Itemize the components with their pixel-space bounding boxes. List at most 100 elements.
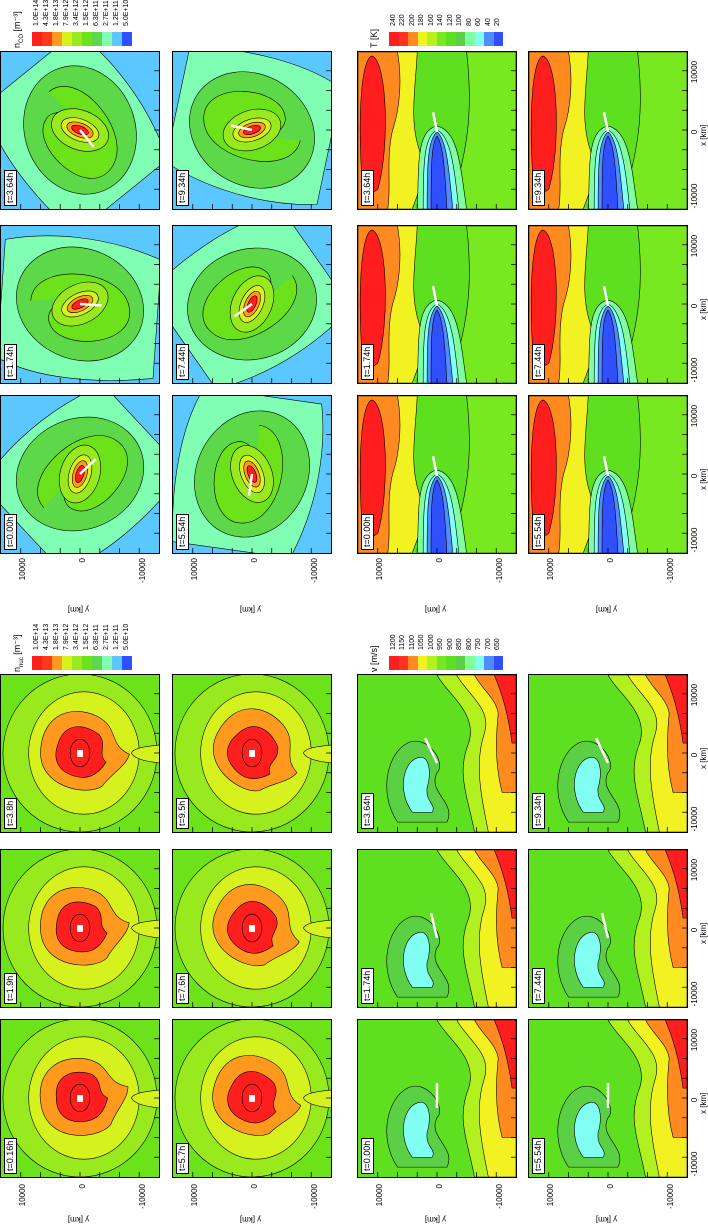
colorbar-swatch bbox=[474, 32, 484, 46]
colorbar-unit: [K] bbox=[369, 28, 379, 43]
colorbar-swatch bbox=[446, 32, 456, 46]
colorbar-swatch bbox=[474, 656, 484, 670]
colorbar-level: 1.2E+11 bbox=[113, 0, 120, 26]
nucleus-marker bbox=[249, 925, 255, 932]
y-tick-label: 10000 bbox=[375, 558, 384, 581]
x-tick-label: 0 bbox=[690, 1097, 699, 1103]
y-tick-label: -10000 bbox=[310, 1184, 319, 1209]
contour-plot bbox=[173, 52, 331, 209]
contour-plot bbox=[173, 396, 331, 553]
colorbar-swatch bbox=[52, 656, 62, 670]
colorbar-level: 60 bbox=[475, 18, 483, 26]
colorbar-level: 1150 bbox=[399, 634, 407, 650]
y-axis-title: y [km] bbox=[424, 604, 447, 614]
colorbar-level: 5.0E+10 bbox=[123, 623, 130, 650]
colorbar-level: 100 bbox=[456, 14, 464, 26]
colorbar-unit: [m⁻³] bbox=[12, 634, 22, 658]
panel-T: t=3.64h bbox=[357, 51, 517, 210]
colorbar-swatch bbox=[32, 656, 42, 670]
panel-v: t=1.74h bbox=[357, 849, 517, 1008]
contour-line bbox=[69, 1083, 91, 1113]
colorbar-level: 3.4E+12 bbox=[73, 623, 80, 650]
y-tick-label: 0 bbox=[606, 1184, 615, 1189]
y-tick-label: -10000 bbox=[666, 1184, 675, 1209]
contour-plot bbox=[1, 226, 159, 383]
contour-line bbox=[69, 913, 91, 943]
colorbar-level: 1.2E+11 bbox=[113, 624, 120, 650]
x-axis-title: x [km] bbox=[699, 922, 708, 944]
contour-band bbox=[493, 850, 516, 919]
colorbar-symbol: v bbox=[369, 667, 379, 673]
x-tick-label: -10000 bbox=[690, 357, 699, 383]
panel-T: t=1.74h bbox=[357, 225, 517, 384]
colorbar-subscript: nuc bbox=[18, 657, 25, 667]
contour-band bbox=[574, 931, 605, 988]
colorbar-swatch bbox=[102, 32, 112, 46]
time-label: t=0.16h bbox=[4, 1137, 17, 1174]
x-tick-label: 0 bbox=[690, 473, 699, 479]
time-label: t=9.34h bbox=[532, 169, 545, 206]
direction-arrow bbox=[233, 302, 253, 318]
y-tick-label: 0 bbox=[435, 558, 444, 563]
time-label: t=0.00h bbox=[361, 1137, 374, 1174]
contour-plot bbox=[529, 675, 687, 832]
contour-band bbox=[403, 931, 434, 988]
y-tick-label: 10000 bbox=[190, 1184, 199, 1207]
colorbar-swatch bbox=[493, 656, 503, 670]
colorbar-level: 2.7E+11 bbox=[103, 624, 110, 650]
panel-co: t=5.54h bbox=[172, 395, 332, 554]
colorbar-level: 4.3E+13 bbox=[43, 623, 50, 650]
tail-band bbox=[303, 919, 331, 939]
panel-co: t=1.74h bbox=[0, 225, 160, 384]
time-label: t=3.64h bbox=[361, 792, 374, 829]
contour-band bbox=[601, 135, 619, 209]
time-label: t=1.74h bbox=[361, 343, 374, 380]
panel-v: t=7.44h bbox=[528, 849, 688, 1008]
time-label: t=3.64h bbox=[4, 169, 17, 206]
colorbar-level: 2.7E+11 bbox=[103, 0, 110, 26]
y-tick-label: 10000 bbox=[190, 558, 199, 581]
x-tick-label: 0 bbox=[690, 303, 699, 309]
y-axis-title: y [km] bbox=[595, 604, 618, 614]
colorbar-swatch bbox=[52, 32, 62, 46]
panel-co: t=0.00h bbox=[0, 395, 160, 554]
colorbar-swatch bbox=[102, 656, 112, 670]
nucleus-marker bbox=[249, 750, 255, 757]
velocity-arrow bbox=[600, 912, 610, 939]
time-label: t=5.54h bbox=[532, 513, 545, 550]
panel-T: t=0.00h bbox=[357, 395, 517, 554]
colorbar-swatch bbox=[122, 656, 132, 670]
colorbar-swatch bbox=[122, 32, 132, 46]
x-tick-label: 10000 bbox=[690, 60, 699, 84]
colorbar-level: 7.9E+12 bbox=[63, 623, 70, 650]
y-tick-label: 10000 bbox=[18, 558, 27, 581]
time-label: t=9.34h bbox=[532, 792, 545, 829]
time-label: t=1.74h bbox=[4, 343, 17, 380]
colorbar-swatch bbox=[455, 656, 465, 670]
colorbar-swatch bbox=[92, 656, 102, 670]
y-tick-label: 0 bbox=[78, 1184, 87, 1189]
y-tick-label: -10000 bbox=[666, 558, 675, 583]
x-tick-label: 10000 bbox=[690, 683, 699, 707]
panel-nuc: t=0.16h bbox=[0, 1019, 160, 1178]
contour-plot bbox=[358, 850, 516, 1007]
contour-plot bbox=[173, 226, 331, 383]
panel-nuc: t=3.8h bbox=[0, 674, 160, 833]
colorbar-swatch bbox=[42, 656, 52, 670]
y-tick-label: -10000 bbox=[310, 558, 319, 583]
y-tick-label: 0 bbox=[435, 1184, 444, 1189]
colorbar-level: 200 bbox=[408, 14, 416, 26]
colorbar-swatch bbox=[62, 656, 72, 670]
x-tick-label: 10000 bbox=[690, 404, 699, 428]
panel-T: t=9.34h bbox=[528, 51, 688, 210]
colorbar-level: 80 bbox=[465, 18, 473, 26]
colorbar-swatch bbox=[92, 32, 102, 46]
contour-band bbox=[601, 479, 619, 553]
colorbar-level: 20 bbox=[494, 18, 502, 26]
y-tick-label: 0 bbox=[250, 558, 259, 563]
colorbar-level: 40 bbox=[484, 18, 492, 26]
contour-band bbox=[430, 479, 448, 553]
direction-arrow bbox=[79, 302, 102, 307]
velocity-arrow bbox=[429, 912, 439, 939]
